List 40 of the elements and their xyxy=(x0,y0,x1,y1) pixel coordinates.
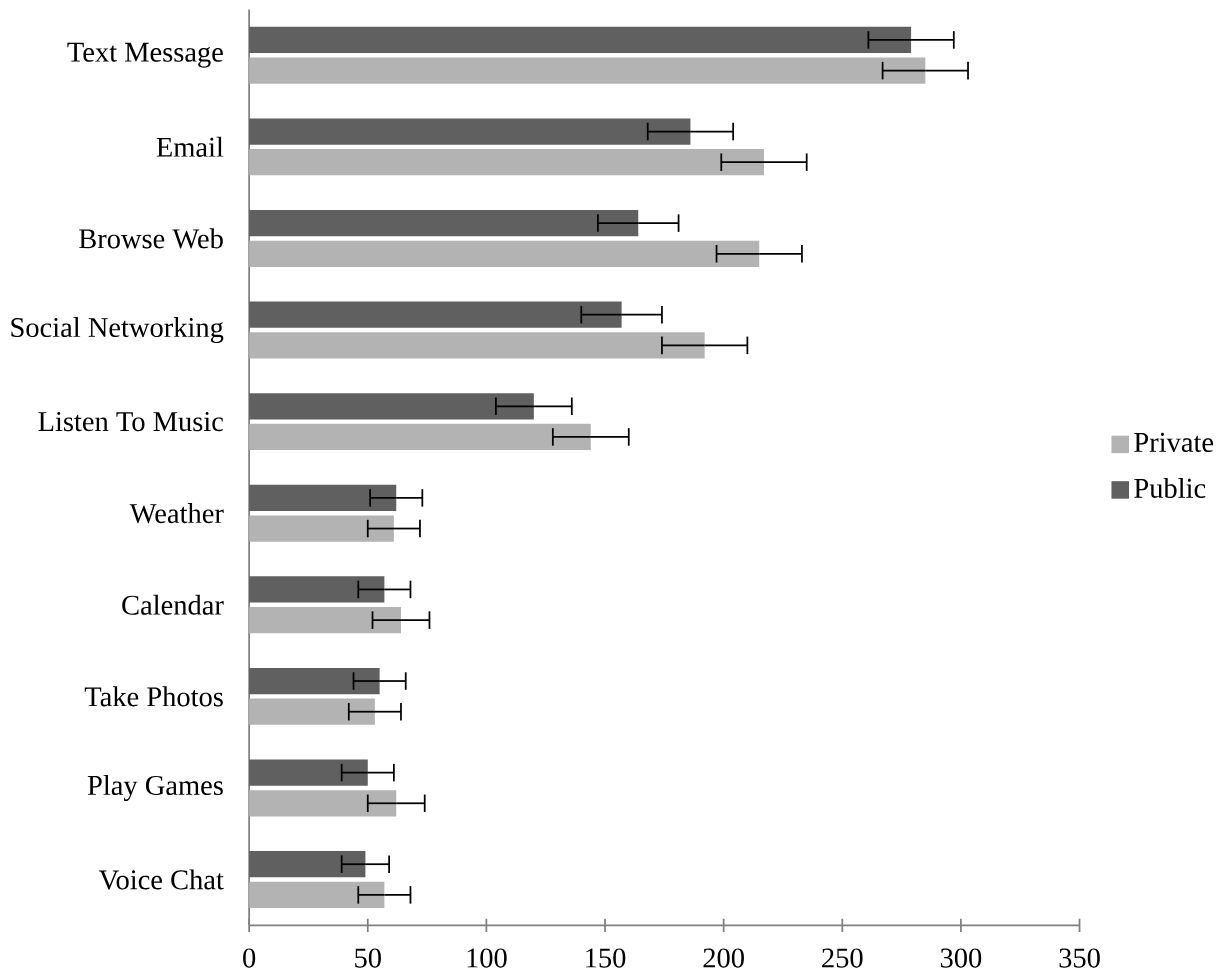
y-tick-label: Social Networking xyxy=(11,317,224,343)
x-tick-label: 0 xyxy=(243,948,256,968)
y-tick-label: Browse Web xyxy=(79,228,223,249)
bar xyxy=(249,332,705,359)
x-tick-label: 250 xyxy=(822,948,863,968)
bar xyxy=(249,759,368,786)
x-tick-label: 100 xyxy=(467,948,507,968)
bar xyxy=(249,576,385,603)
y-tick-label: Calendar xyxy=(122,594,224,615)
y-tick-label: Play Games xyxy=(87,774,223,801)
y-tick-label: Email xyxy=(156,136,224,157)
bar xyxy=(249,149,764,176)
x-tick-label: 150 xyxy=(586,948,626,968)
bar xyxy=(249,606,401,634)
bar xyxy=(249,698,375,725)
bar xyxy=(249,26,912,54)
bar xyxy=(249,484,397,511)
x-tick-label: 50 xyxy=(355,948,381,968)
x-tick-label: 350 xyxy=(1059,948,1100,968)
bar xyxy=(249,515,394,542)
y-tick-label: Listen To Music xyxy=(38,411,223,432)
bar xyxy=(249,118,691,145)
x-tick-label: 200 xyxy=(703,948,744,968)
x-tick-label: 300 xyxy=(940,948,982,968)
bar xyxy=(249,301,622,328)
y-tick-label: Weather xyxy=(129,503,224,524)
bar xyxy=(249,667,380,695)
bar xyxy=(249,851,366,878)
y-tick-label: Voice Chat xyxy=(98,869,224,890)
bar xyxy=(249,881,385,908)
bar xyxy=(249,790,397,817)
y-tick-label: Take Photos xyxy=(84,686,223,707)
legend-label: Private xyxy=(1134,432,1214,452)
legend-label: Public xyxy=(1134,477,1206,498)
y-tick-label: Text Message xyxy=(67,42,223,68)
bar xyxy=(249,240,760,267)
bar xyxy=(249,423,591,451)
bar xyxy=(249,57,926,84)
bar xyxy=(249,209,639,237)
bar xyxy=(249,393,534,420)
